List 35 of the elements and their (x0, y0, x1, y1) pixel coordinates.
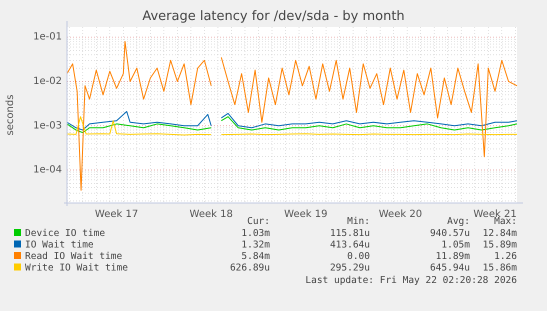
text: 11.89m (436, 251, 470, 262)
text: 12.84m (482, 228, 518, 239)
text: 626.89u (230, 262, 270, 274)
y-tick-label: 1e-04 (33, 164, 62, 176)
y-tick-label: 1e-02 (33, 76, 62, 87)
text: 115.81u (330, 228, 370, 239)
text: Cur: (247, 216, 270, 227)
text: 940.57u (430, 228, 470, 239)
text: 5.84m (241, 251, 270, 262)
text: Min: (347, 216, 370, 227)
text: 15.86m (482, 262, 518, 274)
text: 645.94u (430, 262, 470, 274)
legend-label: IO Wait time (25, 240, 94, 250)
chart-title: Average latency for /dev/sda - by month (142, 9, 405, 24)
text: Last update: Fri May 22 02:20:28 2026 (305, 275, 518, 286)
x-tick-label: Week 19 (284, 209, 328, 220)
x-tick-label: Week 20 (378, 209, 422, 220)
text: 1.05m (441, 240, 470, 250)
legend-label: Write IO Wait time (25, 262, 128, 274)
y-tick-label: 1e-03 (33, 120, 62, 132)
text: 0.00 (347, 251, 370, 262)
x-tick-label: Week 17 (94, 209, 138, 220)
text: 1.26 (494, 251, 518, 262)
legend-label: Read IO Wait time (25, 251, 123, 262)
text: 295.29u (330, 262, 370, 274)
y-tick-label: 1e-01 (33, 32, 62, 43)
y-axis-title: seconds (5, 94, 16, 136)
text: 15.89m (482, 240, 518, 250)
x-tick-label: Week 18 (190, 209, 233, 220)
legend-label: Device IO time (25, 228, 106, 239)
text: 1.32m (241, 240, 270, 250)
text: Max: (494, 216, 517, 227)
text: 413.64u (330, 240, 370, 250)
text: 1.03m (241, 228, 270, 239)
text: Avg: (447, 216, 470, 227)
